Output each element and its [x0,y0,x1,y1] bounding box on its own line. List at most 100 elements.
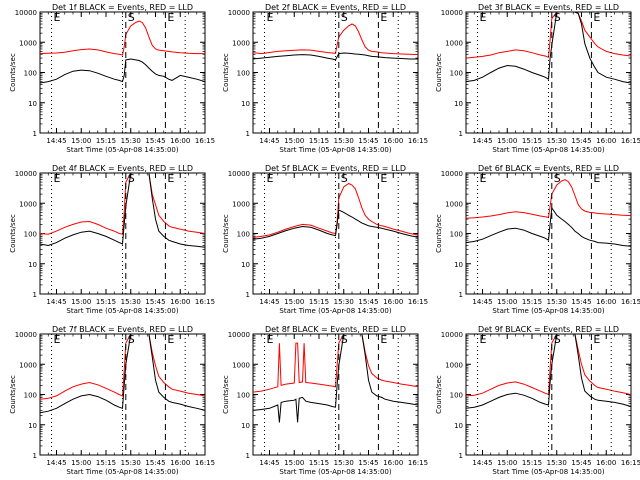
series-line-events [253,334,418,423]
y-tick-label: 1000 [232,200,250,208]
series-line-events [466,334,631,409]
y-tick-label: 100 [450,231,463,239]
y-tick-label: 10 [454,261,463,269]
chart-panel-6: Det 6f BLACK = Events, RED = LLD 1 10 100 10… [435,164,640,315]
x-tick-label: 16:15 [621,298,640,306]
marker-label: E [480,11,487,24]
x-tick-label: 15:15 [96,137,116,145]
y-tick-label: 1000 [445,200,463,208]
series-line-lld [466,334,631,397]
x-tick-label: 15:00 [284,459,304,467]
x-tick-label: 15:45 [358,298,378,306]
x-tick-label: 14:45 [46,459,66,467]
x-tick-label: 15:30 [334,298,354,306]
y-tick-label: 1000 [445,361,463,369]
x-tick-label: 15:15 [522,459,542,467]
chart-panel-1: Det 1f BLACK = Events, RED = LLD 1 10 100 10… [9,3,215,154]
x-tick-label: 15:00 [497,137,517,145]
chart-title: Det 7f BLACK = Events, RED = LLD [52,325,193,334]
y-tick-label: 1 [33,130,37,138]
series-line-events [40,173,205,248]
x-tick-label: 15:45 [145,459,165,467]
marker-label: E [54,333,61,346]
y-tick-label: 100 [24,70,37,78]
y-tick-label: 10000 [15,9,37,17]
marker-label: E [54,172,61,185]
y-tick-label: 100 [450,70,463,78]
chart-title: Det 4f BLACK = Events, RED = LLD [52,164,193,173]
y-tick-label: 10 [28,422,37,430]
x-tick-label: 15:00 [497,459,517,467]
series-line-lld [40,173,205,235]
x-axis-label: Start Time (05-Apr-08 14:35:00) [492,146,604,154]
marker-label: E [167,333,174,346]
y-axis-label: Counts/sec [222,375,230,414]
x-tick-label: 14:45 [46,137,66,145]
y-tick-label: 100 [24,392,37,400]
y-tick-label: 10000 [228,9,250,17]
x-tick-label: 14:45 [259,137,279,145]
y-tick-label: 10000 [441,331,463,339]
series-line-lld [253,23,418,56]
x-tick-label: 15:00 [284,137,304,145]
series-line-lld [253,182,418,238]
series-line-events [253,209,418,240]
y-tick-label: 10 [454,422,463,430]
chart-panel-3: Det 3f BLACK = Events, RED = LLD 1 10 100 10… [435,3,640,154]
chart-title: Det 1f BLACK = Events, RED = LLD [52,3,193,12]
marker-label: E [480,333,487,346]
x-tick-label: 14:45 [259,298,279,306]
x-tick-label: 15:45 [571,459,591,467]
marker-label: E [267,333,274,346]
y-tick-label: 10 [28,100,37,108]
y-tick-label: 1 [459,130,463,138]
y-axis-label: Counts/sec [435,214,443,253]
x-tick-label: 16:00 [170,298,190,306]
y-tick-label: 10000 [441,170,463,178]
x-axis-label: Start Time (05-Apr-08 14:35:00) [66,468,178,476]
x-tick-label: 14:45 [259,459,279,467]
x-tick-label: 16:00 [383,298,403,306]
marker-label: E [380,11,387,24]
y-axis-label: Counts/sec [222,53,230,92]
marker-label: S [341,11,348,24]
y-tick-label: 1 [246,452,250,460]
x-tick-label: 15:30 [121,298,141,306]
x-tick-label: 15:45 [358,459,378,467]
series-line-events [253,52,418,61]
x-tick-label: 16:15 [621,459,640,467]
y-tick-label: 10 [454,100,463,108]
marker-label: S [341,172,348,185]
x-axis-label: Start Time (05-Apr-08 14:35:00) [279,146,391,154]
x-tick-label: 15:45 [571,298,591,306]
x-tick-label: 16:15 [195,459,215,467]
y-tick-label: 10000 [15,331,37,339]
chart-title: Det 6f BLACK = Events, RED = LLD [478,164,619,173]
y-tick-label: 1 [246,130,250,138]
x-tick-label: 16:15 [195,298,215,306]
chart-title: Det 5f BLACK = Events, RED = LLD [265,164,406,173]
marker-label: S [554,11,561,24]
x-tick-label: 16:15 [621,137,640,145]
x-tick-label: 15:30 [547,459,567,467]
y-axis-label: Counts/sec [222,214,230,253]
y-tick-label: 10000 [441,9,463,17]
y-axis-label: Counts/sec [9,53,17,92]
y-tick-label: 10000 [15,170,37,178]
series-line-lld [466,12,631,59]
x-tick-label: 15:30 [121,137,141,145]
x-axis-label: Start Time (05-Apr-08 14:35:00) [279,468,391,476]
y-tick-label: 1 [459,452,463,460]
x-tick-label: 16:00 [596,137,616,145]
marker-label: S [341,333,348,346]
chart-panel-4: Det 4f BLACK = Events, RED = LLD 1 10 100 10… [9,164,215,315]
x-axis-label: Start Time (05-Apr-08 14:35:00) [279,307,391,315]
marker-label: E [593,11,600,24]
x-tick-label: 15:15 [96,298,116,306]
x-tick-label: 15:30 [334,137,354,145]
x-tick-label: 16:15 [195,137,215,145]
y-tick-label: 1000 [19,361,37,369]
y-axis-label: Counts/sec [9,375,17,414]
x-tick-label: 16:00 [383,137,403,145]
y-tick-label: 10 [241,422,250,430]
